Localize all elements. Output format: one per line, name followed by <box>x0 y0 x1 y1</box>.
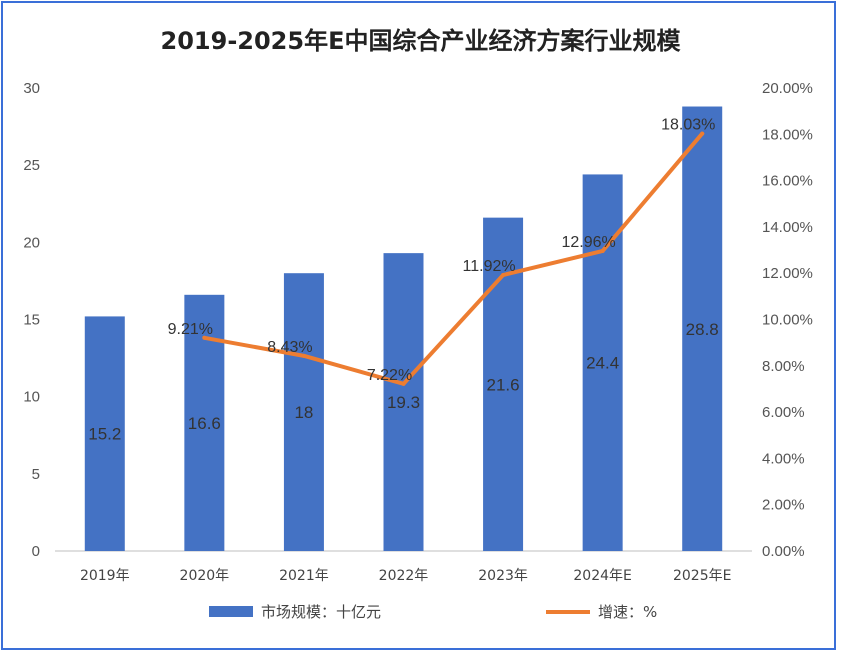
y-left-tick-label: 25 <box>23 157 40 174</box>
x-tick-label: 2019年 <box>80 568 130 584</box>
legend-bar-label: 市场规模：十亿元 <box>261 603 381 621</box>
y-right-tick-label: 0.00% <box>762 543 805 560</box>
y-right-tick-label: 2.00% <box>762 497 805 514</box>
y-right-tick-label: 20.00% <box>762 80 813 97</box>
bar <box>84 316 125 551</box>
y-right-tick-label: 10.00% <box>762 312 813 329</box>
growth-data-label: 12.96% <box>562 234 616 251</box>
growth-data-label: 11.92% <box>463 258 516 275</box>
y-right-tick-label: 14.00% <box>762 219 813 236</box>
y-left-tick-label: 30 <box>23 80 40 97</box>
y-right-tick-label: 4.00% <box>762 450 805 467</box>
growth-data-label: 9.21% <box>168 321 213 338</box>
bar-data-label: 16.6 <box>188 414 221 433</box>
bar-data-label: 15.2 <box>88 425 121 444</box>
bar-data-label: 24.4 <box>586 354 619 373</box>
y-right-tick-label: 16.00% <box>762 173 813 190</box>
x-tick-label: 2024年E <box>573 568 631 584</box>
y-right-tick-label: 6.00% <box>762 404 805 421</box>
y-right-tick-label: 18.00% <box>762 126 813 143</box>
x-tick-label: 2020年 <box>180 568 230 584</box>
x-tick-label: 2023年 <box>478 568 528 584</box>
y-right-tick-label: 8.00% <box>762 358 805 375</box>
y-right-tick-label: 12.00% <box>762 265 813 282</box>
growth-data-label: 7.22% <box>367 367 412 384</box>
bar-data-label: 18 <box>294 403 313 422</box>
bar <box>383 253 424 552</box>
growth-point <box>501 273 506 278</box>
growth-data-label: 18.03% <box>661 117 715 134</box>
bar <box>283 273 324 551</box>
y-left-tick-label: 5 <box>32 466 40 483</box>
y-left-tick-label: 0 <box>32 543 40 560</box>
y-left-tick-label: 15 <box>23 312 40 329</box>
bar-data-label: 19.3 <box>387 393 420 412</box>
bar-data-label: 28.8 <box>686 320 719 339</box>
x-tick-label: 2025年E <box>673 568 731 584</box>
growth-point <box>401 381 406 386</box>
growth-point <box>301 353 306 358</box>
growth-line <box>202 131 705 386</box>
x-tick-label: 2021年 <box>279 568 329 584</box>
legend-bar-swatch <box>209 606 253 617</box>
bar <box>682 106 723 552</box>
chart-title: 2019-2025年E中国综合产业经济方案行业规模 <box>160 27 681 55</box>
x-tick-label: 2022年 <box>379 568 429 584</box>
growth-point <box>600 248 605 253</box>
growth-point <box>700 131 705 136</box>
growth-point <box>202 335 207 340</box>
legend-line-label: 增速：% <box>598 603 657 621</box>
bar-data-label: 21.6 <box>487 375 520 394</box>
y-left-tick-label: 10 <box>23 389 40 406</box>
y-left-tick-label: 20 <box>23 234 40 251</box>
growth-data-label: 8.43% <box>267 339 312 356</box>
